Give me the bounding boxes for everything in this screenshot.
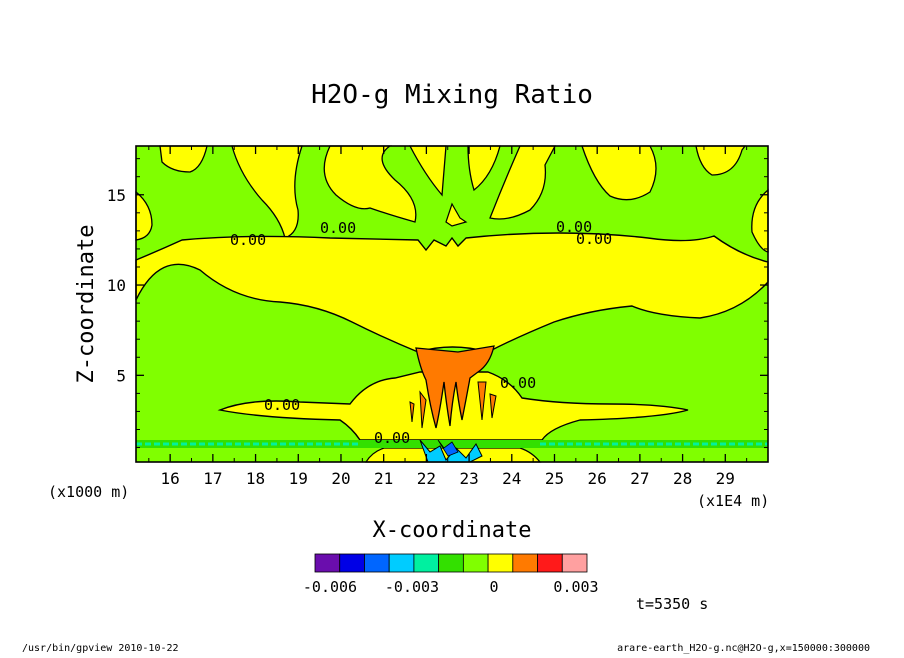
colorbar-swatch: [388, 553, 415, 573]
contour-labels: 0.00 0.00 0.00 0.00 0.00 0.00 0.00: [230, 218, 612, 447]
contour-label: 0.00: [320, 219, 356, 237]
y-unit-note: (x1000 m): [48, 483, 129, 501]
orange-streaks: [409, 381, 497, 429]
small-arrow-top: [445, 202, 468, 227]
contour-label: 0.00: [556, 218, 592, 236]
colorbar-swatch: [537, 553, 563, 573]
contour-label: 0.00: [264, 396, 300, 414]
colorbar-swatch: [413, 553, 440, 573]
colorbar-swatch: [314, 553, 341, 573]
time-label: t=5350 s: [636, 595, 708, 613]
colorbar-tick-label: -0.006: [303, 578, 357, 596]
x-tick-label: 22: [417, 469, 436, 488]
colorbar-tick-label: -0.003: [385, 578, 439, 596]
negative-core-inner: [437, 439, 459, 457]
y-tick-label: 15: [107, 186, 126, 205]
y-tick-label: 5: [116, 366, 126, 385]
colorbar-swatch: [364, 553, 390, 573]
anvil-band: [135, 232, 769, 353]
plot-frame: [135, 145, 769, 463]
colorbar-tick-labels: -0.006 -0.003 0 0.003: [303, 578, 599, 596]
x-axis-label: X-coordinate: [373, 518, 532, 543]
contour-label: 0.00: [576, 230, 612, 248]
x-tick-label: 19: [289, 469, 308, 488]
x-unit-note: (x1E4 m): [697, 492, 769, 510]
edge-lobe-right: [751, 188, 769, 253]
lower-pool: [217, 371, 689, 441]
colorbar-swatch: [462, 553, 489, 573]
plot-area: 0.00 0.00 0.00 0.00 0.00 0.00 0.00: [135, 145, 769, 463]
edge-lobe-left: [135, 190, 153, 241]
colorbar-swatch: [487, 553, 514, 573]
x-tick-label: 16: [161, 469, 180, 488]
colorbar-swatch: [512, 553, 538, 573]
x-tick-label: 23: [459, 469, 478, 488]
orange-core: [415, 345, 495, 429]
x-axis: 16 17 18 19 20 21 22 23 24 25 26 27 28 29: [148, 146, 748, 488]
colorbar-tick-label: 0: [489, 578, 498, 596]
colorbar-swatch: [339, 553, 365, 573]
footer-right: arare-earth_H2O-g.nc@H2O-g,x=150000:3000…: [617, 643, 870, 654]
x-tick-label: 26: [588, 469, 607, 488]
colorbar: [314, 553, 588, 573]
colorbar-tick-label: 0.003: [553, 578, 598, 596]
x-tick-label: 27: [630, 469, 649, 488]
contour-label: 0.00: [374, 429, 410, 447]
x-tick-label: 18: [246, 469, 265, 488]
y-tick-label: 10: [107, 276, 126, 295]
contour-label: 0.00: [230, 231, 266, 249]
x-tick-label: 20: [331, 469, 350, 488]
x-tick-label: 21: [374, 469, 393, 488]
x-tick-label: 24: [502, 469, 521, 488]
x-tick-label: 25: [545, 469, 564, 488]
x-tick-label: 29: [716, 469, 735, 488]
x-tick-label: 17: [203, 469, 222, 488]
x-tick-label: 28: [673, 469, 692, 488]
y-axis-label: Z-coordinate: [74, 225, 99, 384]
chart-title: H2O-g Mixing Ratio: [311, 80, 593, 110]
y-axis: 5 10 15: [107, 158, 768, 449]
footer-left: /usr/bin/gpview 2010-10-22: [22, 643, 179, 654]
colorbar-swatch: [438, 553, 464, 573]
contour-label: 0.00: [500, 374, 536, 392]
colorbar-swatch: [561, 553, 588, 573]
